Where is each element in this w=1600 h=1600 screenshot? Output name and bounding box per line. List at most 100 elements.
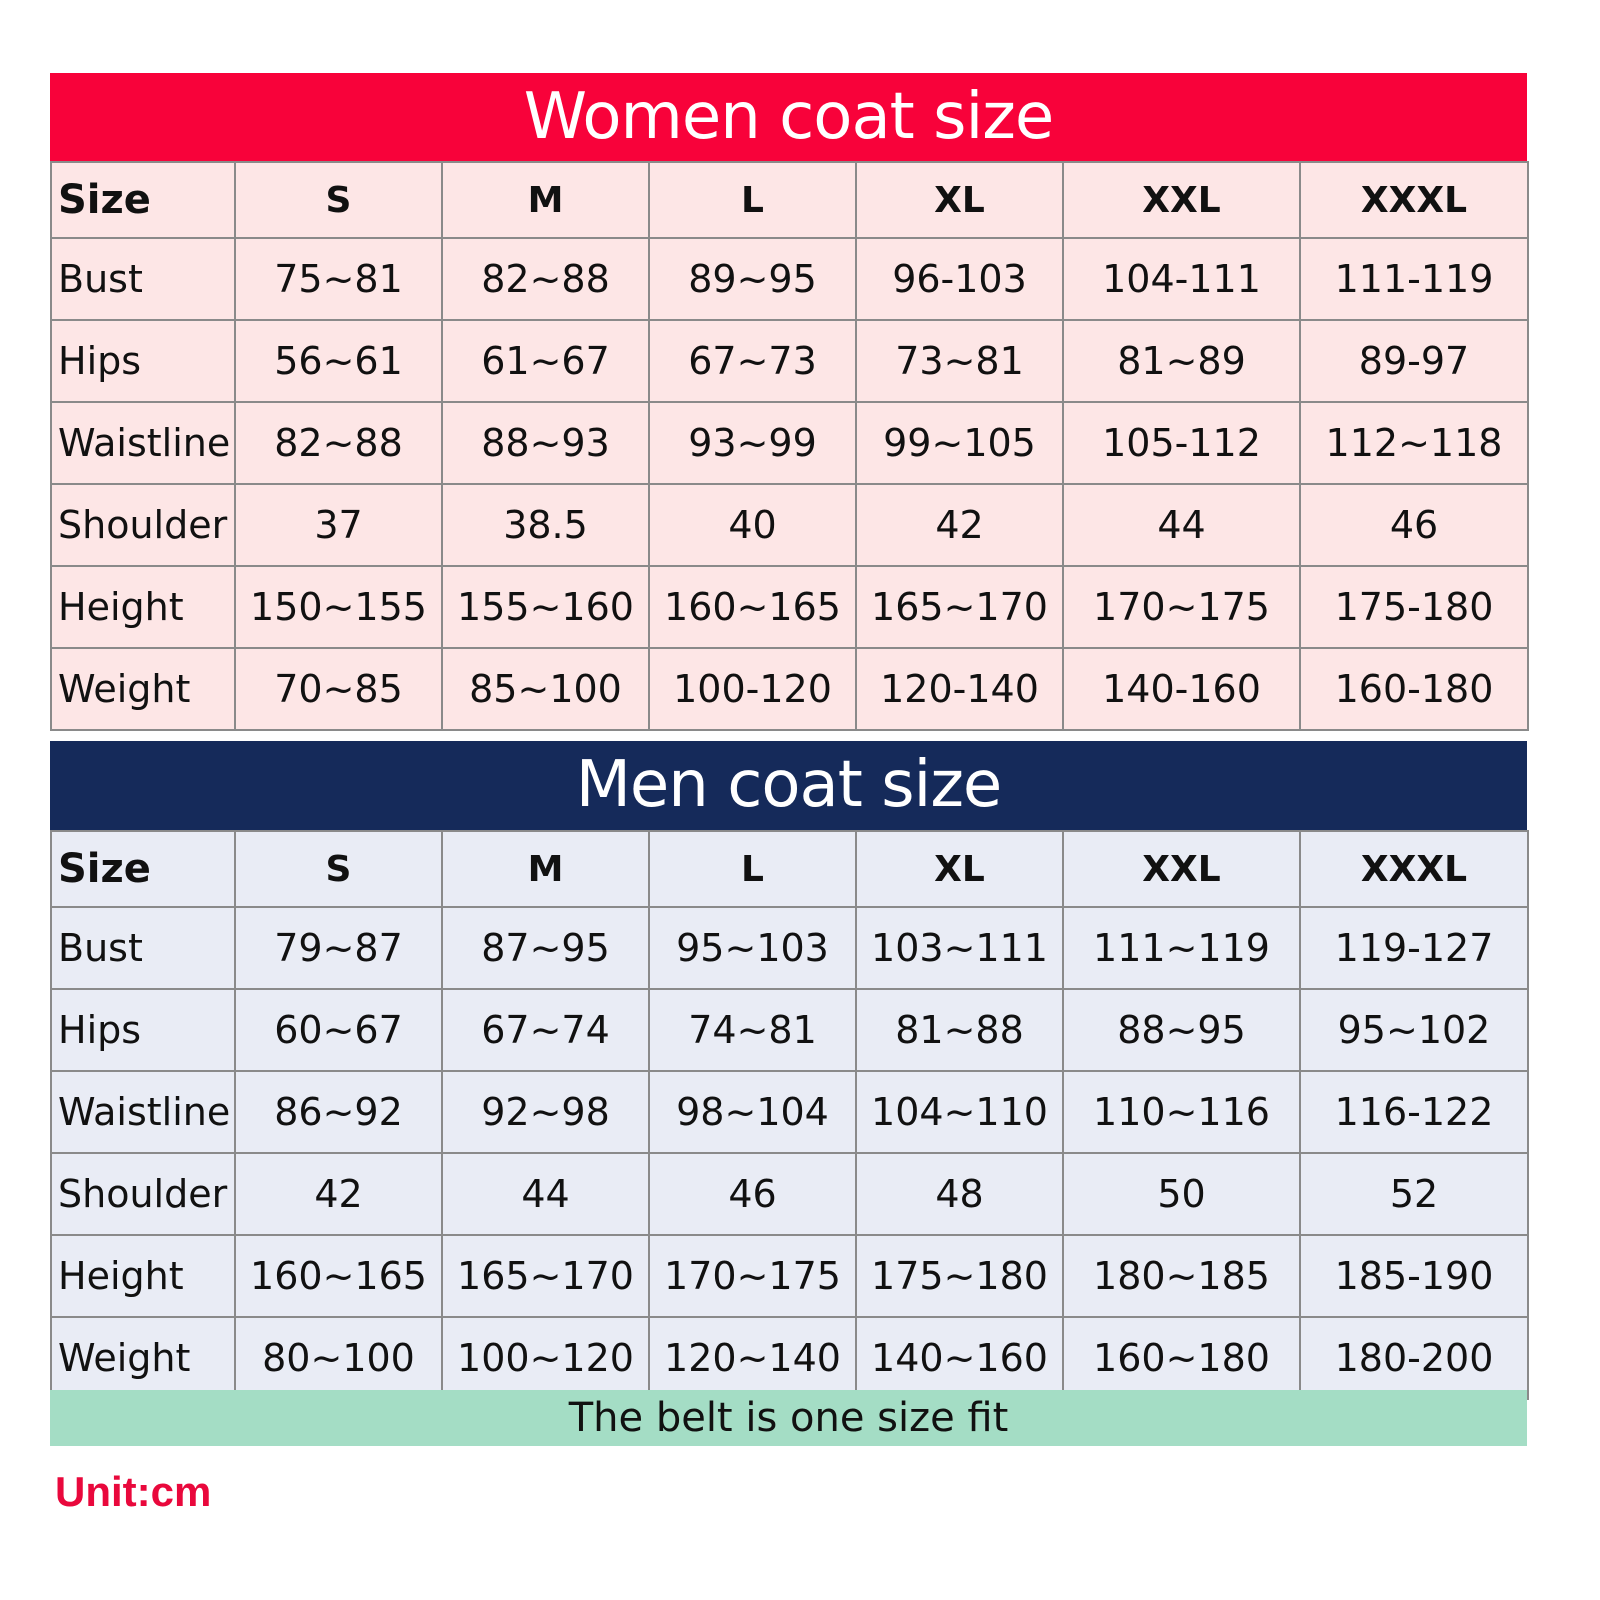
- header-cell-xl: XL: [855, 830, 1064, 908]
- belt-note-bar: The belt is one size fit: [50, 1390, 1527, 1446]
- row-label-shoulder: Shoulder: [50, 483, 236, 567]
- row-label-bust: Bust: [50, 906, 236, 990]
- table-row: Height 150~155 155~160 160~165 165~170 1…: [50, 565, 1529, 649]
- table-cell: 44: [1062, 483, 1301, 567]
- table-cell: 52: [1299, 1152, 1529, 1236]
- header-cell-s: S: [234, 830, 443, 908]
- table-cell: 67~73: [648, 319, 857, 403]
- table-cell: 116-122: [1299, 1070, 1529, 1154]
- table-cell: 120-140: [855, 647, 1064, 731]
- table-cell: 165~170: [855, 565, 1064, 649]
- table-cell: 92~98: [441, 1070, 650, 1154]
- table-cell: 104-111: [1062, 237, 1301, 321]
- table-cell: 86~92: [234, 1070, 443, 1154]
- table-cell: 67~74: [441, 988, 650, 1072]
- table-row: Waistline 86~92 92~98 98~104 104~110 110…: [50, 1070, 1529, 1154]
- header-cell-xxxl: XXXL: [1299, 830, 1529, 908]
- table-cell: 75~81: [234, 237, 443, 321]
- men-table-title: Men coat size: [50, 741, 1527, 830]
- row-label-weight: Weight: [50, 1316, 236, 1400]
- table-cell: 61~67: [441, 319, 650, 403]
- header-cell-l: L: [648, 830, 857, 908]
- men-header-row: Size S M L XL XXL XXXL: [50, 830, 1529, 908]
- table-cell: 56~61: [234, 319, 443, 403]
- table-cell: 96-103: [855, 237, 1064, 321]
- table-cell: 37: [234, 483, 443, 567]
- header-cell-m: M: [441, 161, 650, 239]
- table-cell: 170~175: [648, 1234, 857, 1318]
- table-row: Bust 79~87 87~95 95~103 103~111 111~119 …: [50, 906, 1529, 990]
- row-label-hips: Hips: [50, 988, 236, 1072]
- row-label-hips: Hips: [50, 319, 236, 403]
- table-cell: 99~105: [855, 401, 1064, 485]
- table-cell: 104~110: [855, 1070, 1064, 1154]
- table-cell: 50: [1062, 1152, 1301, 1236]
- table-cell: 42: [234, 1152, 443, 1236]
- table-cell: 105-112: [1062, 401, 1301, 485]
- table-row: Weight 80~100 100~120 120~140 140~160 16…: [50, 1316, 1529, 1400]
- header-cell-xxxl: XXXL: [1299, 161, 1529, 239]
- table-cell: 82~88: [234, 401, 443, 485]
- table-cell: 89-97: [1299, 319, 1529, 403]
- table-cell: 111~119: [1062, 906, 1301, 990]
- header-cell-xxl: XXL: [1062, 161, 1301, 239]
- table-cell: 112~118: [1299, 401, 1529, 485]
- table-cell: 180-200: [1299, 1316, 1529, 1400]
- row-label-waistline: Waistline: [50, 1070, 236, 1154]
- unit-note: Unit:cm: [55, 1468, 212, 1515]
- table-cell: 81~88: [855, 988, 1064, 1072]
- table-cell: 185-190: [1299, 1234, 1529, 1318]
- table-cell: 140-160: [1062, 647, 1301, 731]
- table-cell: 100~120: [441, 1316, 650, 1400]
- table-cell: 42: [855, 483, 1064, 567]
- table-cell: 160-180: [1299, 647, 1529, 731]
- table-cell: 38.5: [441, 483, 650, 567]
- table-cell: 175~180: [855, 1234, 1064, 1318]
- row-label-waistline: Waistline: [50, 401, 236, 485]
- header-cell-s: S: [234, 161, 443, 239]
- table-cell: 98~104: [648, 1070, 857, 1154]
- table-cell: 160~165: [234, 1234, 443, 1318]
- men-size-table: Size S M L XL XXL XXXL Bust 79~87 87~95 …: [50, 830, 1529, 1400]
- table-cell: 60~67: [234, 988, 443, 1072]
- table-cell: 95~102: [1299, 988, 1529, 1072]
- row-label-bust: Bust: [50, 237, 236, 321]
- table-row: Weight 70~85 85~100 100-120 120-140 140-…: [50, 647, 1529, 731]
- table-cell: 85~100: [441, 647, 650, 731]
- table-cell: 88~93: [441, 401, 650, 485]
- table-cell: 40: [648, 483, 857, 567]
- table-cell: 111-119: [1299, 237, 1529, 321]
- table-row: Height 160~165 165~170 170~175 175~180 1…: [50, 1234, 1529, 1318]
- table-cell: 120~140: [648, 1316, 857, 1400]
- table-row: Shoulder 37 38.5 40 42 44 46: [50, 483, 1529, 567]
- table-cell: 175-180: [1299, 565, 1529, 649]
- table-cell: 155~160: [441, 565, 650, 649]
- table-cell: 46: [1299, 483, 1529, 567]
- header-cell-xxl: XXL: [1062, 830, 1301, 908]
- table-cell: 170~175: [1062, 565, 1301, 649]
- table-cell: 140~160: [855, 1316, 1064, 1400]
- table-cell: 46: [648, 1152, 857, 1236]
- table-cell: 180~185: [1062, 1234, 1301, 1318]
- table-row: Bust 75~81 82~88 89~95 96-103 104-111 11…: [50, 237, 1529, 321]
- header-cell-m: M: [441, 830, 650, 908]
- table-cell: 89~95: [648, 237, 857, 321]
- table-cell: 79~87: [234, 906, 443, 990]
- table-cell: 160~180: [1062, 1316, 1301, 1400]
- women-table-title: Women coat size: [50, 73, 1527, 161]
- table-cell: 93~99: [648, 401, 857, 485]
- women-header-row: Size S M L XL XXL XXXL: [50, 161, 1529, 239]
- row-label-height: Height: [50, 565, 236, 649]
- header-cell-xl: XL: [855, 161, 1064, 239]
- header-cell-size: Size: [50, 161, 236, 239]
- row-label-weight: Weight: [50, 647, 236, 731]
- table-row: Hips 56~61 61~67 67~73 73~81 81~89 89-97: [50, 319, 1529, 403]
- table-cell: 165~170: [441, 1234, 650, 1318]
- table-row: Hips 60~67 67~74 74~81 81~88 88~95 95~10…: [50, 988, 1529, 1072]
- table-cell: 87~95: [441, 906, 650, 990]
- table-cell: 119-127: [1299, 906, 1529, 990]
- table-cell: 80~100: [234, 1316, 443, 1400]
- table-cell: 110~116: [1062, 1070, 1301, 1154]
- table-cell: 100-120: [648, 647, 857, 731]
- table-cell: 74~81: [648, 988, 857, 1072]
